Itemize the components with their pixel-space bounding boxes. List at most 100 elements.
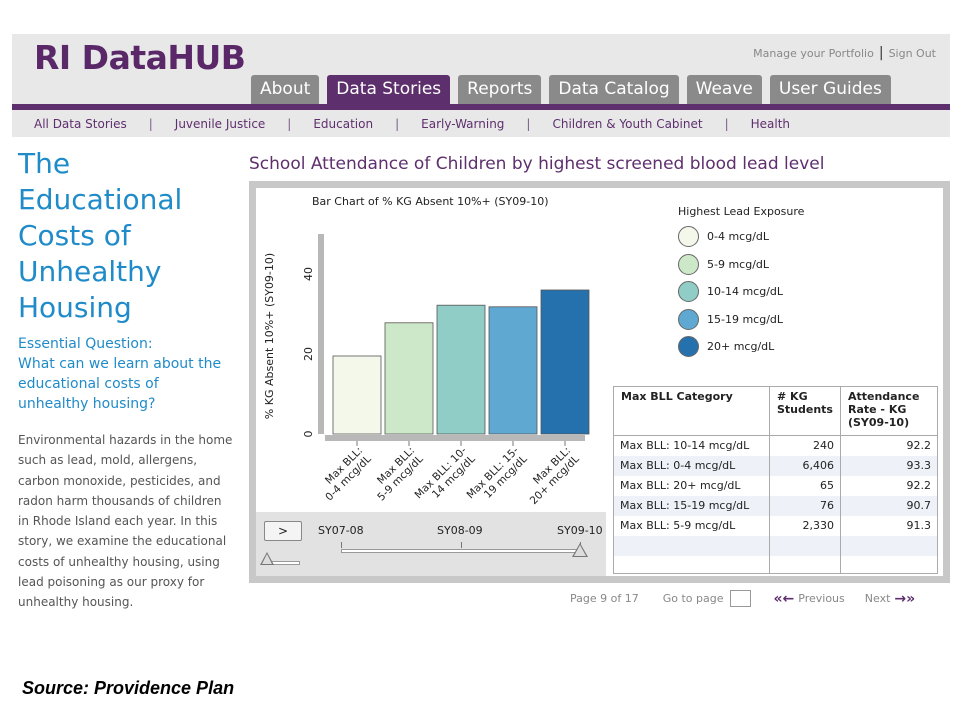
year-label: SY07-08 — [318, 524, 364, 537]
table-cell: 2,330 — [769, 515, 841, 536]
legend-swatch — [678, 281, 699, 303]
site-frame: RI DataHUB Manage your Portfolio | Sign Ou… — [12, 34, 950, 634]
table-row[interactable]: Max BLL: 20+ mcg/dL 65 92.2 — [613, 475, 939, 496]
year-slider-track[interactable] — [341, 549, 581, 553]
table-cell: 6,406 — [769, 455, 841, 476]
site-logo[interactable]: RI DataHUB — [34, 38, 246, 77]
story-title-line: Unhealthy — [18, 255, 162, 288]
year-label: SY08-09 — [437, 524, 483, 537]
legend-label: 10-14 mcg/dL — [707, 285, 784, 299]
y-tick-label: 20 — [302, 347, 315, 361]
legend: Highest Lead Exposure 0-4 mcg/dL 5-9 mcg… — [678, 205, 804, 361]
table-cell: Max BLL: 10-14 mcg/dL — [613, 435, 770, 456]
legend-item[interactable]: 5-9 mcg/dL — [678, 251, 804, 279]
bar-chart: Bar Chart of % KG Absent 10%+ (SY09-10) … — [263, 195, 590, 509]
table-cell: 93.3 — [840, 455, 939, 476]
story-title-line: Costs of — [18, 219, 131, 252]
legend-swatch — [678, 336, 699, 358]
sub-navigation: All Data Stories | Juvenile Justice | Educ… — [12, 110, 950, 137]
subnav-children-youth-cabinet[interactable]: Children & Youth Cabinet — [552, 116, 703, 131]
go-to-page-label: Go to page — [662, 592, 724, 605]
tab-data-catalog[interactable]: Data Catalog — [549, 75, 679, 104]
manage-portfolio-link[interactable]: Manage your Portfolio — [753, 47, 874, 60]
column-header-category[interactable]: Max BLL Category — [613, 386, 770, 436]
visualization-title: School Attendance of Children by highest… — [249, 154, 825, 174]
chart-title: Bar Chart of % KG Absent 10%+ (SY09-10) — [312, 195, 549, 208]
tab-reports[interactable]: Reports — [458, 75, 542, 104]
x-tick-label: Max BLL: 15-19 mcg/dL — [465, 444, 530, 509]
subnav-health[interactable]: Health — [750, 116, 791, 131]
next-link[interactable]: Next — [864, 592, 891, 605]
x-tick-label: Max BLL: 10-14 mcg/dL — [413, 444, 478, 509]
story-title-line: Educational — [18, 183, 183, 216]
slider-tick — [461, 542, 462, 548]
subnav-early-warning[interactable]: Early-Warning — [421, 116, 505, 131]
legend-item[interactable]: 15-19 mcg/dL — [678, 306, 804, 334]
table-cell: Max BLL: 20+ mcg/dL — [613, 475, 770, 496]
nav-accent-bar — [12, 104, 950, 110]
legend-label: 15-19 mcg/dL — [707, 312, 784, 326]
tab-weave[interactable]: Weave — [686, 75, 762, 104]
table-header-row: Max BLL Category # KG Students Attendanc… — [613, 386, 939, 436]
story-title-line: Housing — [18, 291, 132, 324]
subnav-all-data-stories[interactable]: All Data Stories — [34, 116, 127, 131]
subnav-education[interactable]: Education — [313, 116, 374, 131]
subnav-juvenile-justice[interactable]: Juvenile Justice — [174, 116, 266, 131]
utility-links: Manage your Portfolio | Sign Out — [753, 45, 936, 61]
year-slider-thumb-fill[interactable] — [574, 545, 586, 556]
play-button[interactable]: > — [264, 521, 302, 541]
page-indicator: Page 9 of 17 — [570, 592, 639, 605]
legend-swatch — [678, 226, 699, 248]
table-cell: 91.3 — [840, 515, 939, 536]
legend-label: 0-4 mcg/dL — [707, 230, 770, 244]
year-label: SY09-10 — [557, 524, 603, 537]
data-table: Max BLL Category # KG Students Attendanc… — [613, 386, 939, 574]
legend-item[interactable]: 10-14 mcg/dL — [678, 278, 804, 306]
table-row[interactable]: Max BLL: 5-9 mcg/dL 2,330 91.3 — [613, 515, 939, 536]
x-tick-label: Max BLL:20+ mcg/dL — [519, 445, 581, 507]
previous-link[interactable]: Previous — [798, 592, 845, 605]
table-row-empty — [613, 555, 939, 574]
tab-data-stories[interactable]: Data Stories — [327, 75, 451, 104]
column-header-students[interactable]: # KG Students — [769, 386, 841, 436]
table-row[interactable]: Max BLL: 0-4 mcg/dL 6,406 93.3 — [613, 455, 939, 476]
previous-arrow-icon[interactable]: «← — [773, 590, 795, 607]
essential-question-text: What can we learn about the educational … — [18, 356, 222, 412]
table-cell: Max BLL: 15-19 mcg/dL — [613, 495, 770, 516]
column-header-attendance[interactable]: Attendance Rate - KG (SY09-10) — [840, 386, 939, 436]
y-tick-label: 0 — [302, 431, 315, 438]
table-cell: 65 — [769, 475, 841, 496]
pagination: Page 9 of 17 Go to page «← Previous Next… — [570, 590, 915, 607]
table-cell: 92.2 — [840, 475, 939, 496]
visualization-panel: Bar Chart of % KG Absent 10%+ (SY09-10) … — [256, 188, 943, 576]
slider-tick — [341, 542, 342, 548]
sign-out-link[interactable]: Sign Out — [888, 47, 936, 60]
bar — [488, 306, 538, 435]
time-slider-controls: > SY07-08 SY08-09 SY09-10 — [256, 512, 606, 576]
speed-slider-thumb-fill[interactable] — [262, 554, 272, 564]
table-cell: Max BLL: 5-9 mcg/dL — [613, 515, 770, 536]
tab-user-guides[interactable]: User Guides — [769, 75, 891, 104]
next-arrow-icon[interactable]: →» — [894, 590, 916, 607]
table-cell: 76 — [769, 495, 841, 516]
story-title-line: The — [18, 147, 71, 180]
go-to-page-input[interactable] — [730, 590, 752, 607]
bar — [540, 289, 590, 435]
table-row[interactable]: Max BLL: 10-14 mcg/dL 240 92.2 — [613, 435, 939, 456]
bar — [436, 304, 486, 435]
subnav-divider: | — [148, 116, 153, 131]
table-cell: Max BLL: 0-4 mcg/dL — [613, 455, 770, 476]
legend-label: 5-9 mcg/dL — [707, 257, 770, 271]
story-title: The Educational Costs of Unhealthy Housi… — [18, 146, 218, 326]
legend-title: Highest Lead Exposure — [678, 205, 805, 218]
y-axis-label: % KG Absent 10%+ (SY09-10) — [263, 253, 276, 419]
story-body-text: Environmental hazards in the home such a… — [18, 433, 233, 610]
legend-item[interactable]: 20+ mcg/dL — [678, 333, 804, 361]
table-row-empty — [613, 535, 939, 556]
main-nav-tabs: About Data Stories Reports Data Catalog … — [251, 75, 899, 104]
header: RI DataHUB Manage your Portfolio | Sign Ou… — [12, 34, 950, 104]
legend-item[interactable]: 0-4 mcg/dL — [678, 223, 804, 251]
tab-about[interactable]: About — [251, 75, 320, 104]
y-tick-label: 40 — [302, 267, 315, 281]
table-row[interactable]: Max BLL: 15-19 mcg/dL 76 90.7 — [613, 495, 939, 516]
